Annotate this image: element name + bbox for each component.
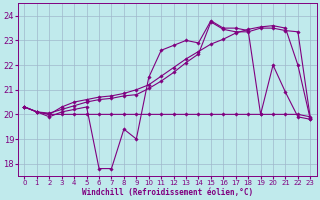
- X-axis label: Windchill (Refroidissement éolien,°C): Windchill (Refroidissement éolien,°C): [82, 188, 253, 197]
